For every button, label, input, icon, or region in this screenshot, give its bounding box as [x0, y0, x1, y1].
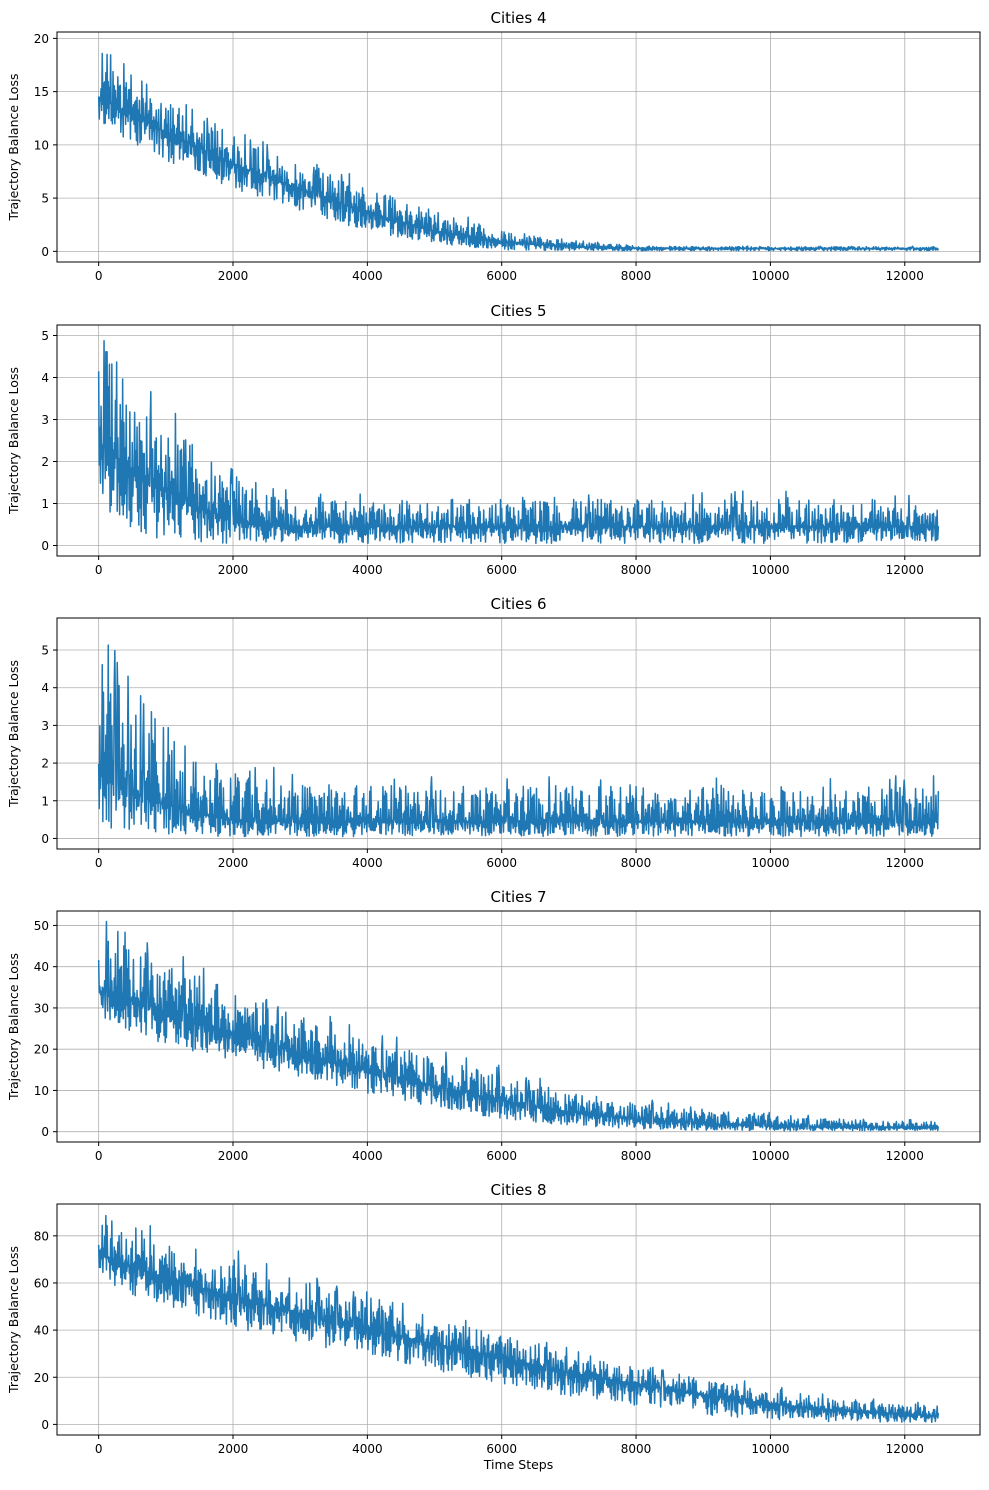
x-tick-label-3-6: 12000: [886, 856, 924, 870]
y-tick-label-2-0: 0: [41, 539, 49, 553]
y-tick-label-3-4: 4: [41, 681, 49, 695]
axes-frame-2: [56, 324, 981, 557]
subplot-1: 0 2000 4000 6000 8000 10000 12000 0 5 10 15 20 Citie…: [6, 9, 981, 283]
y-tick-label-4-4: 40: [34, 960, 49, 974]
loss-line-2: [97, 339, 940, 545]
y-tick-label-3-0: 0: [41, 832, 49, 846]
x-tick-label-1-0: 0: [95, 269, 103, 283]
y-tick-label-4-5: 50: [34, 919, 49, 933]
y-tick-label-2-2: 2: [41, 455, 49, 469]
loss-line-4: [97, 920, 940, 1132]
subplot-5: 0 2000 4000 6000 8000 10000 12000 0 20 40 60 80 Citi…: [6, 1181, 981, 1472]
y-tick-label-2-1: 1: [41, 497, 49, 511]
subplot-3: 0 2000 4000 6000 8000 10000 12000 0 1 2 3 4 5 Cities …: [6, 595, 981, 870]
y-axis-label-3: Trajectory Balance Loss: [6, 660, 21, 808]
x-tick-label-5-2: 4000: [352, 1442, 383, 1456]
y-tick-label-3-2: 2: [41, 757, 49, 771]
loss-line-3: [97, 644, 940, 838]
x-tick-label-5-0: 0: [95, 1442, 103, 1456]
subplot-4: 0 2000 4000 6000 8000 10000 12000 0 10 20 30 40 50 Ci…: [6, 888, 981, 1163]
axes-frame-1: [56, 31, 981, 263]
x-tick-label-4-4: 8000: [621, 1149, 652, 1163]
x-tick-label-3-5: 10000: [751, 856, 789, 870]
x-tick-label-5-6: 12000: [886, 1442, 924, 1456]
x-tick-label-4-3: 6000: [486, 1149, 517, 1163]
x-tick-label-3-3: 6000: [486, 856, 517, 870]
x-tick-label-3-4: 8000: [621, 856, 652, 870]
chart-title-3: Cities 6: [490, 595, 546, 613]
x-tick-label-2-0: 0: [95, 563, 103, 577]
x-tick-label-5-3: 6000: [486, 1442, 517, 1456]
y-tick-label-4-1: 10: [34, 1084, 49, 1098]
y-tick-label-5-0: 0: [41, 1418, 49, 1432]
x-tick-label-3-0: 0: [95, 856, 103, 870]
y-tick-label-1-4: 20: [34, 32, 49, 46]
x-tick-label-3-2: 4000: [352, 856, 383, 870]
x-tick-label-2-3: 6000: [486, 563, 517, 577]
y-tick-label-4-2: 20: [34, 1043, 49, 1057]
x-tick-label-1-1: 2000: [218, 269, 249, 283]
y-tick-label-5-4: 80: [34, 1229, 49, 1243]
y-axis-label-2: Trajectory Balance Loss: [6, 367, 21, 515]
x-tick-label-2-4: 8000: [621, 563, 652, 577]
y-tick-label-1-2: 10: [34, 138, 49, 152]
y-tick-label-2-5: 5: [41, 329, 49, 343]
x-tick-label-4-1: 2000: [218, 1149, 249, 1163]
y-tick-label-3-3: 3: [41, 719, 49, 733]
x-tick-label-1-2: 4000: [352, 269, 383, 283]
subplot-2: 0 2000 4000 6000 8000 10000 12000 0 1 2 3 4 5 Cities …: [6, 302, 981, 577]
y-tick-label-4-0: 0: [41, 1125, 49, 1139]
loss-line-5: [97, 1214, 940, 1424]
y-tick-label-2-3: 3: [41, 413, 49, 427]
axes-frame-4: [56, 910, 981, 1143]
x-tick-label-4-0: 0: [95, 1149, 103, 1163]
x-tick-label-1-4: 8000: [621, 269, 652, 283]
x-tick-label-3-1: 2000: [218, 856, 249, 870]
x-tick-label-2-1: 2000: [218, 563, 249, 577]
x-tick-label-1-5: 10000: [751, 269, 789, 283]
y-tick-label-5-3: 60: [34, 1276, 49, 1290]
x-tick-label-2-5: 10000: [751, 563, 789, 577]
y-tick-label-1-1: 5: [41, 192, 49, 206]
y-tick-label-1-3: 15: [34, 85, 49, 99]
y-tick-label-1-0: 0: [41, 245, 49, 259]
x-tick-label-4-2: 4000: [352, 1149, 383, 1163]
x-tick-label-2-6: 12000: [886, 563, 924, 577]
axes-frame-3: [56, 617, 981, 850]
y-tick-label-5-1: 20: [34, 1371, 49, 1385]
x-tick-label-2-2: 4000: [352, 563, 383, 577]
x-tick-label-1-6: 12000: [886, 269, 924, 283]
y-tick-label-2-4: 4: [41, 371, 49, 385]
x-tick-label-4-5: 10000: [751, 1149, 789, 1163]
y-axis-label-4: Trajectory Balance Loss: [6, 953, 21, 1101]
axes-frame-5: [56, 1203, 981, 1436]
chart-title-4: Cities 7: [490, 888, 546, 906]
x-tick-label-1-3: 6000: [486, 269, 517, 283]
y-tick-label-3-5: 5: [41, 644, 49, 658]
x-tick-label-5-1: 2000: [218, 1442, 249, 1456]
y-axis-label-5: Trajectory Balance Loss: [6, 1246, 21, 1394]
chart-title-5: Cities 8: [490, 1181, 546, 1199]
loss-line-1: [97, 52, 940, 252]
x-tick-label-5-5: 10000: [751, 1442, 789, 1456]
y-axis-label-1: Trajectory Balance Loss: [6, 74, 21, 222]
y-tick-label-3-1: 1: [41, 794, 49, 808]
chart-title-2: Cities 5: [490, 302, 546, 320]
x-axis-label-5: Time Steps: [483, 1457, 554, 1472]
y-tick-label-4-3: 30: [34, 1001, 49, 1015]
chart-title-1: Cities 4: [490, 9, 546, 27]
y-tick-label-5-2: 40: [34, 1324, 49, 1338]
x-tick-label-4-6: 12000: [886, 1149, 924, 1163]
x-tick-label-5-4: 8000: [621, 1442, 652, 1456]
